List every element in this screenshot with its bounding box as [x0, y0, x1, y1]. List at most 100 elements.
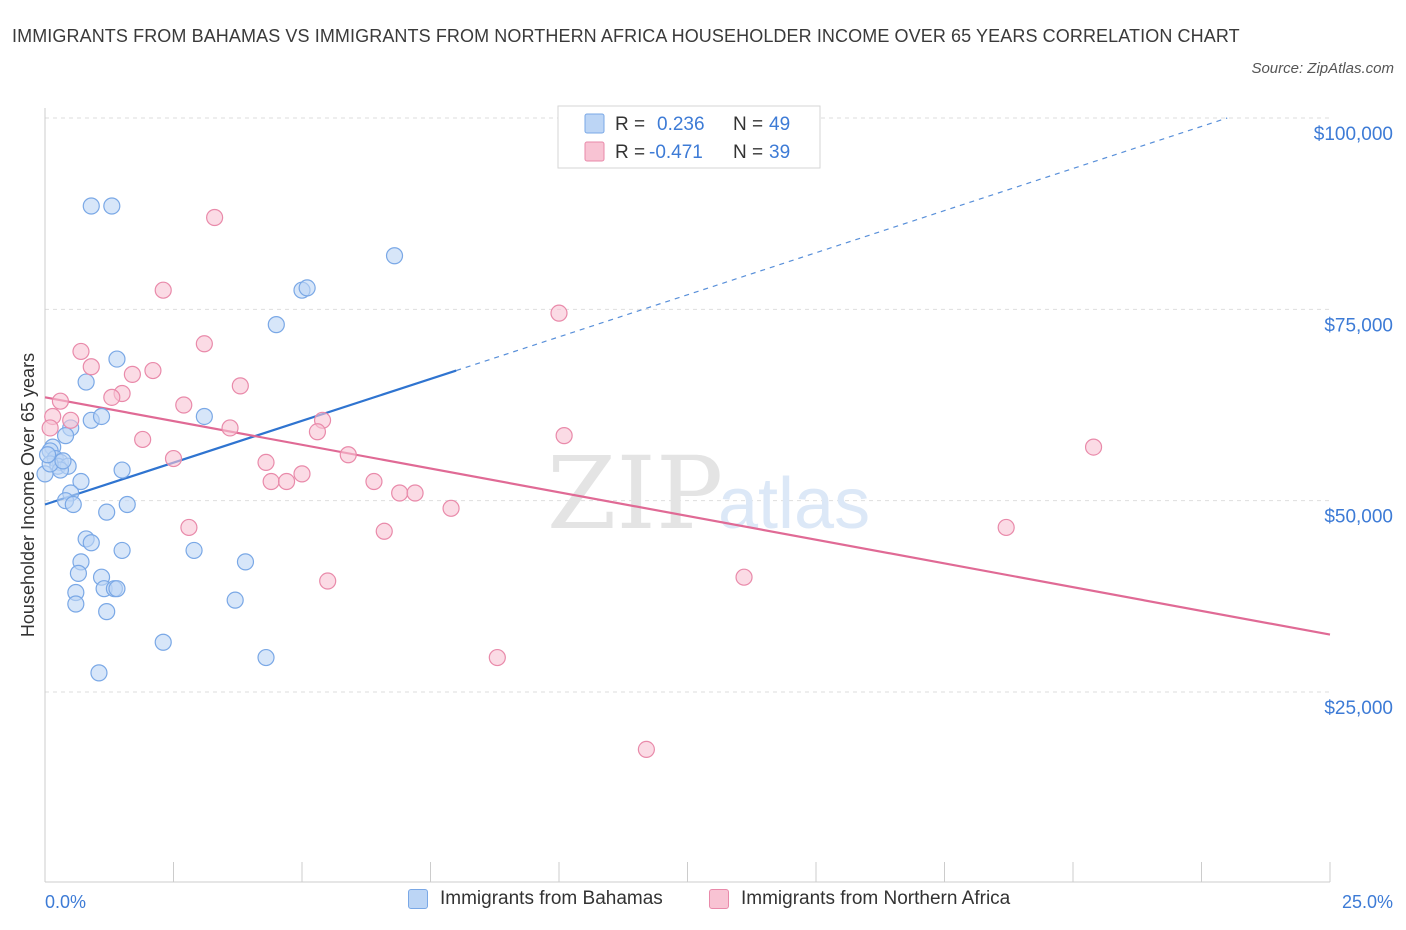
- point-bahamas-42: [154, 633, 172, 651]
- point-bahamas-20: [113, 461, 131, 479]
- data-points: [36, 197, 1103, 759]
- point-northern-africa-0: [206, 208, 224, 227]
- point-northern-africa-18: [134, 430, 152, 449]
- n-value-pink: 39: [769, 142, 790, 163]
- point-bahamas-10: [92, 407, 111, 426]
- legend-swatch-northern-africa: [709, 889, 729, 909]
- point-bahamas-44: [90, 664, 108, 682]
- y-tick-labels: $100,000 $75,000 $50,000 $25,000: [1314, 124, 1393, 719]
- point-northern-africa-4: [72, 342, 90, 361]
- chart-title: IMMIGRANTS FROM BAHAMAS VS IMMIGRANTS FR…: [12, 26, 1240, 46]
- stats-legend: R = 0.236 N = 49 R = -0.471 N = 39: [557, 105, 821, 169]
- point-northern-africa-5: [82, 358, 100, 376]
- point-northern-africa-1: [154, 281, 172, 299]
- x-tick-label-left: 0.0%: [45, 892, 86, 912]
- point-northern-africa-20: [1084, 438, 1103, 456]
- point-bahamas-4: [298, 279, 316, 297]
- point-northern-africa-12: [175, 396, 193, 414]
- point-northern-africa-23: [257, 453, 275, 471]
- point-northern-africa-3: [195, 335, 213, 353]
- point-bahamas-47: [38, 446, 57, 464]
- point-bahamas-41: [98, 603, 116, 621]
- point-bahamas-28: [82, 534, 100, 552]
- point-northern-africa-2: [550, 304, 568, 322]
- point-bahamas-37: [108, 580, 126, 598]
- watermark-zip: ZIP: [547, 435, 723, 552]
- point-northern-africa-25: [262, 472, 280, 491]
- point-northern-africa-11: [103, 388, 121, 406]
- point-bahamas-33: [69, 564, 88, 582]
- point-northern-africa-27: [365, 472, 383, 491]
- point-northern-africa-21: [339, 446, 357, 464]
- y-tick-label-1: $75,000: [1324, 315, 1393, 336]
- point-northern-africa-17: [555, 427, 573, 445]
- point-bahamas-7: [77, 373, 95, 391]
- point-northern-africa-10: [51, 392, 70, 410]
- series-legend: Immigrants from Bahamas Immigrants from …: [0, 888, 1406, 916]
- source-label: Source: ZipAtlas.com: [1251, 60, 1394, 77]
- trend-line-northern-africa: [44, 396, 1331, 636]
- point-bahamas-0: [82, 197, 100, 215]
- y-axis-label: Householder Income Over 65 years: [18, 353, 38, 637]
- r-label-pink: R =: [615, 142, 645, 163]
- legend-item-northern-africa[interactable]: Immigrants from Northern Africa: [709, 888, 1010, 910]
- n-label-blue: N =: [733, 114, 763, 135]
- point-bahamas-29: [113, 541, 131, 560]
- point-bahamas-21: [72, 472, 90, 491]
- point-northern-africa-22: [164, 449, 183, 468]
- r-value-blue: 0.236: [657, 114, 705, 135]
- stats-legend-swatch-blue: [584, 113, 605, 134]
- point-northern-africa-37: [637, 740, 655, 759]
- point-bahamas-6: [108, 350, 126, 368]
- point-northern-africa-36: [488, 648, 506, 667]
- trend-line-bahamas: [44, 369, 457, 506]
- point-bahamas-40: [67, 595, 85, 613]
- point-bahamas-24: [64, 495, 82, 514]
- point-bahamas-32: [236, 553, 255, 571]
- point-northern-africa-31: [180, 518, 198, 537]
- point-northern-africa-13: [62, 411, 80, 429]
- n-value-blue: 49: [769, 114, 790, 135]
- point-bahamas-1: [103, 197, 121, 215]
- point-bahamas-26: [98, 503, 116, 521]
- point-northern-africa-26: [277, 472, 296, 491]
- point-northern-africa-24: [293, 465, 311, 483]
- point-northern-africa-30: [442, 499, 460, 517]
- point-bahamas-8: [195, 407, 213, 426]
- y-tick-label-0: $100,000: [1314, 124, 1393, 145]
- stats-legend-swatch-pink: [584, 141, 605, 162]
- x-tick-label-right: 25.0%: [1342, 892, 1393, 912]
- point-northern-africa-8: [231, 377, 249, 395]
- legend-item-bahamas[interactable]: Immigrants from Bahamas: [408, 888, 663, 910]
- r-label-blue: R =: [615, 114, 645, 135]
- point-northern-africa-32: [375, 522, 393, 540]
- watermark-atlas: atlas: [718, 464, 870, 544]
- watermark: ZIP atlas: [547, 435, 870, 552]
- point-bahamas-2: [385, 247, 404, 265]
- y-tick-label-2: $50,000: [1324, 507, 1393, 528]
- point-northern-africa-38: [41, 419, 59, 437]
- point-northern-africa-15: [221, 419, 239, 437]
- point-bahamas-12: [56, 427, 75, 445]
- axes: [44, 108, 1331, 883]
- point-northern-africa-34: [735, 568, 753, 586]
- legend-swatch-bahamas: [408, 889, 428, 909]
- n-label-pink: N =: [733, 142, 763, 163]
- point-northern-africa-16: [308, 423, 327, 441]
- point-northern-africa-29: [406, 484, 424, 502]
- legend-label-northern-africa: Immigrants from Northern Africa: [741, 888, 1011, 909]
- point-bahamas-48: [54, 452, 72, 470]
- r-value-pink: -0.471: [649, 142, 703, 163]
- point-bahamas-43: [257, 648, 275, 667]
- point-northern-africa-6: [144, 361, 162, 380]
- point-bahamas-25: [118, 495, 136, 514]
- y-tick-label-3: $25,000: [1324, 698, 1393, 719]
- point-bahamas-30: [185, 541, 203, 560]
- point-northern-africa-28: [391, 484, 409, 502]
- point-bahamas-5: [267, 316, 285, 334]
- point-bahamas-39: [226, 591, 244, 609]
- trend-lines: [44, 117, 1331, 636]
- point-northern-africa-35: [319, 572, 337, 590]
- point-northern-africa-33: [997, 518, 1015, 537]
